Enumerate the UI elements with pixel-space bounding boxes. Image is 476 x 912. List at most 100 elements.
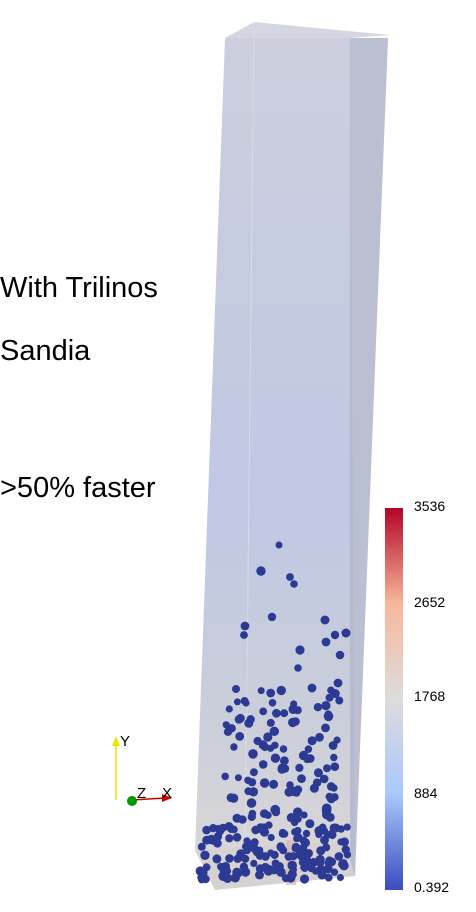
- x-axis-arrow-icon: [162, 794, 172, 802]
- particle: [202, 825, 211, 835]
- particle: [321, 723, 330, 733]
- particle: [248, 809, 257, 818]
- particle: [339, 861, 349, 871]
- particle: [295, 645, 305, 655]
- particle: [320, 615, 330, 625]
- particle: [248, 778, 257, 787]
- particle: [272, 708, 281, 718]
- particle: [266, 718, 275, 727]
- particle: [276, 842, 286, 852]
- particle: [331, 823, 341, 833]
- particle: [197, 873, 207, 882]
- particle: [197, 842, 206, 851]
- particle: [295, 763, 304, 773]
- particle: [256, 566, 266, 576]
- particle: [244, 718, 254, 728]
- particle: [307, 736, 317, 746]
- particle: [276, 867, 286, 877]
- particle: [240, 621, 250, 631]
- particle: [232, 813, 242, 823]
- particle: [287, 869, 297, 880]
- particle: [301, 861, 311, 871]
- colorbar-tick-2652: 2652: [414, 594, 446, 610]
- z-axis-label: Z: [137, 785, 147, 802]
- particle: [293, 785, 303, 794]
- particle: [222, 721, 230, 729]
- particle: [270, 753, 281, 763]
- particle: [291, 717, 300, 726]
- particle: [336, 873, 344, 882]
- particle: [315, 858, 325, 867]
- particle: [209, 824, 218, 833]
- particle: [265, 821, 273, 829]
- particle: [335, 650, 345, 660]
- colorbar-tick-min: 0.392: [414, 879, 450, 895]
- particle: [325, 813, 335, 822]
- particle: [330, 762, 340, 771]
- particle: [222, 873, 233, 883]
- particle: [279, 745, 288, 753]
- particle: [240, 697, 249, 705]
- particle: [335, 696, 344, 705]
- particle: [321, 803, 332, 814]
- particle: [243, 837, 251, 845]
- particle: [232, 685, 240, 693]
- particle: [286, 781, 294, 789]
- particle: [315, 732, 324, 742]
- caption-sandia: Sandia: [0, 335, 91, 367]
- particle: [293, 834, 301, 843]
- particle: [321, 637, 331, 647]
- particle: [261, 852, 270, 861]
- particle: [319, 774, 329, 784]
- particle: [271, 807, 281, 817]
- particle: [304, 745, 313, 753]
- particle: [250, 838, 259, 847]
- colorbar-tick-884: 884: [414, 785, 438, 801]
- particle: [330, 630, 340, 640]
- particle: [227, 824, 236, 833]
- x-axis-label: X: [162, 785, 173, 802]
- particle: [275, 541, 283, 549]
- particle: [258, 760, 268, 769]
- particle: [302, 829, 311, 838]
- particle: [343, 851, 352, 859]
- column-box-top: [225, 22, 390, 38]
- particle: [327, 857, 337, 867]
- particle: [293, 807, 303, 817]
- particle: [326, 794, 336, 804]
- particle: [324, 865, 332, 874]
- particle: [250, 844, 259, 854]
- particle: [340, 837, 349, 847]
- particle: [299, 844, 308, 853]
- colorbar: [385, 508, 403, 890]
- particle: [294, 826, 302, 835]
- particle: [233, 698, 241, 706]
- particle: [297, 774, 306, 783]
- particle: [260, 742, 270, 752]
- particle: [303, 756, 311, 764]
- particle: [322, 702, 330, 711]
- colorbar-tick-max: 3536: [414, 498, 446, 514]
- particle: [290, 580, 298, 588]
- particle: [290, 818, 299, 827]
- particle: [235, 732, 245, 741]
- particle: [328, 830, 337, 840]
- particle: [234, 774, 242, 782]
- particle: [309, 783, 319, 793]
- particle: [334, 852, 344, 861]
- particle: [269, 726, 279, 736]
- colorbar-tick-1768: 1768: [414, 688, 446, 704]
- particle: [307, 683, 317, 693]
- particle: [216, 827, 224, 836]
- particle: [280, 756, 289, 766]
- particle: [230, 743, 238, 751]
- particle: [322, 843, 331, 852]
- particle: [309, 857, 319, 867]
- particle: [241, 842, 250, 851]
- particle: [333, 678, 343, 688]
- particle: [294, 664, 302, 672]
- particle: [280, 709, 289, 718]
- particle: [249, 768, 258, 777]
- particle: [269, 779, 279, 789]
- particle: [212, 854, 222, 864]
